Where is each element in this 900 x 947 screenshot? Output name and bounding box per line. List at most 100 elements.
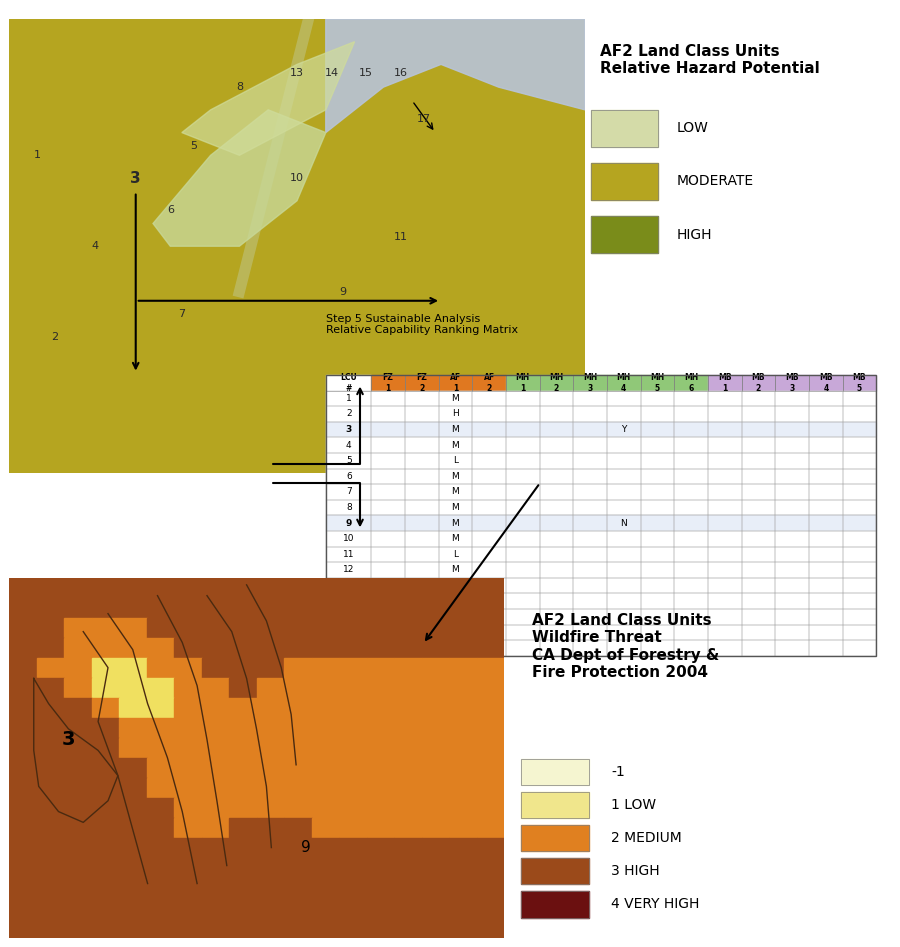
Text: 13: 13 <box>290 68 304 79</box>
Bar <box>607 421 641 438</box>
Bar <box>92 738 119 758</box>
Bar <box>742 438 775 453</box>
Bar <box>520 759 589 785</box>
Bar <box>92 918 119 938</box>
Bar <box>540 500 573 515</box>
Bar <box>449 637 476 657</box>
Bar <box>284 718 311 738</box>
Bar <box>229 738 256 758</box>
Bar <box>284 898 311 918</box>
Bar <box>809 438 842 453</box>
Bar <box>842 484 877 500</box>
Bar <box>742 438 775 453</box>
Bar <box>119 578 147 598</box>
Bar <box>842 406 877 421</box>
Bar <box>573 515 607 531</box>
Bar <box>449 578 476 598</box>
Bar <box>742 624 775 640</box>
Bar <box>449 858 476 878</box>
Bar <box>284 617 311 637</box>
Bar <box>472 453 506 469</box>
Bar <box>256 657 284 678</box>
Bar <box>174 637 202 657</box>
Bar <box>202 617 229 637</box>
Bar <box>540 453 573 469</box>
Text: 2: 2 <box>346 409 352 419</box>
Bar <box>119 797 147 817</box>
Bar <box>311 698 339 718</box>
Bar <box>394 617 421 637</box>
Bar <box>229 878 256 898</box>
Bar <box>540 484 573 500</box>
Bar <box>339 598 366 617</box>
Bar <box>327 438 371 453</box>
Bar <box>405 563 438 578</box>
Bar <box>607 484 641 500</box>
Bar <box>540 594 573 609</box>
Text: M: M <box>452 440 459 450</box>
Bar <box>449 617 476 637</box>
Bar <box>573 546 607 563</box>
Bar <box>573 640 607 655</box>
Bar <box>421 738 449 758</box>
Bar <box>607 563 641 578</box>
Bar <box>674 500 708 515</box>
Bar <box>119 738 147 758</box>
Bar <box>641 453 674 469</box>
Bar <box>92 678 119 698</box>
Bar <box>775 453 809 469</box>
Bar <box>174 718 202 738</box>
Bar <box>476 777 504 797</box>
Bar <box>371 375 405 390</box>
Bar <box>202 898 229 918</box>
Bar <box>174 678 202 698</box>
Bar <box>202 858 229 878</box>
Bar <box>742 406 775 421</box>
Bar <box>229 898 256 918</box>
Bar <box>809 609 842 624</box>
Bar <box>641 578 674 594</box>
Text: 3 HIGH: 3 HIGH <box>611 865 660 878</box>
Bar <box>775 421 809 438</box>
Bar <box>775 375 809 390</box>
Bar <box>64 777 92 797</box>
Bar <box>92 578 119 598</box>
Bar <box>520 858 589 884</box>
Bar <box>438 594 473 609</box>
Bar <box>472 421 506 438</box>
Bar <box>472 453 506 469</box>
Bar <box>64 797 92 817</box>
Bar <box>256 817 284 837</box>
Bar <box>405 453 438 469</box>
Text: 2: 2 <box>51 332 59 342</box>
Bar <box>842 500 877 515</box>
Bar <box>842 438 877 453</box>
Bar <box>339 918 366 938</box>
Bar <box>371 515 405 531</box>
Bar <box>641 406 674 421</box>
Bar <box>472 563 506 578</box>
Bar <box>394 858 421 878</box>
Bar <box>641 469 674 484</box>
Text: -1: -1 <box>611 765 625 778</box>
Bar <box>674 563 708 578</box>
Bar <box>540 546 573 563</box>
Bar <box>438 500 473 515</box>
Text: 1: 1 <box>346 394 352 402</box>
Bar <box>9 678 37 698</box>
Bar <box>573 531 607 546</box>
Text: 9: 9 <box>346 519 352 527</box>
Bar <box>371 578 405 594</box>
Bar <box>147 878 174 898</box>
Bar <box>573 406 607 421</box>
Bar <box>775 421 809 438</box>
Text: MH
6: MH 6 <box>684 373 698 392</box>
Bar <box>674 438 708 453</box>
Bar <box>438 594 473 609</box>
Bar <box>327 484 371 500</box>
Bar <box>506 515 540 531</box>
Bar <box>506 390 540 406</box>
Bar <box>405 500 438 515</box>
Bar <box>742 390 775 406</box>
Bar <box>327 375 371 390</box>
